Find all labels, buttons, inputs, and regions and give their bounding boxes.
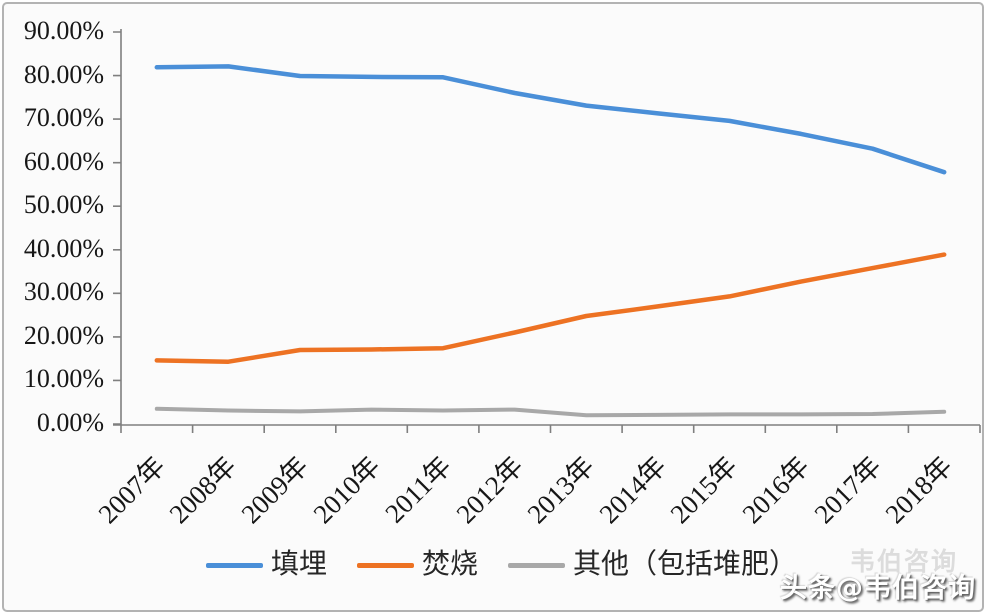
- y-tick-label: 30.00%: [23, 277, 104, 307]
- y-tick-label: 10.00%: [23, 364, 104, 394]
- y-tick-label: 70.00%: [23, 103, 104, 133]
- legend-item-other-composting: 其他（包括堆肥）: [508, 549, 797, 581]
- series-line-landfill: [154, 64, 947, 175]
- legend-marker-other-composting: [508, 562, 566, 568]
- axes-and-ticks: [113, 29, 981, 433]
- chart-legend: 填埋 焚烧 其他（包括堆肥）: [206, 549, 797, 581]
- legend-item-incineration: 焚烧: [357, 549, 478, 581]
- y-tick-label: 20.00%: [23, 320, 104, 350]
- y-tick-label: 90.00%: [23, 16, 104, 45]
- y-tick-label: 50.00%: [23, 190, 104, 220]
- legend-marker-landfill: [206, 562, 263, 568]
- series-line-incineration: [154, 252, 947, 364]
- watermark-text: 头条@韦伯咨询: [780, 573, 976, 604]
- legend-label-incineration: 焚烧: [422, 549, 479, 580]
- y-tick-label: 80.00%: [23, 59, 104, 89]
- watermark-ghost-text: 韦伯咨询: [849, 547, 958, 576]
- y-tick-label: 60.00%: [23, 146, 104, 176]
- legend-label-other-composting: 其他（包括堆肥）: [573, 549, 798, 580]
- y-tick-label: 0.00%: [36, 408, 104, 437]
- legend-marker-incineration: [357, 562, 415, 568]
- legend-label-landfill: 填埋: [271, 549, 328, 580]
- series-line-other-composting: [154, 406, 947, 418]
- legend-item-landfill: 填埋: [206, 549, 327, 581]
- y-tick-label: 40.00%: [23, 233, 104, 263]
